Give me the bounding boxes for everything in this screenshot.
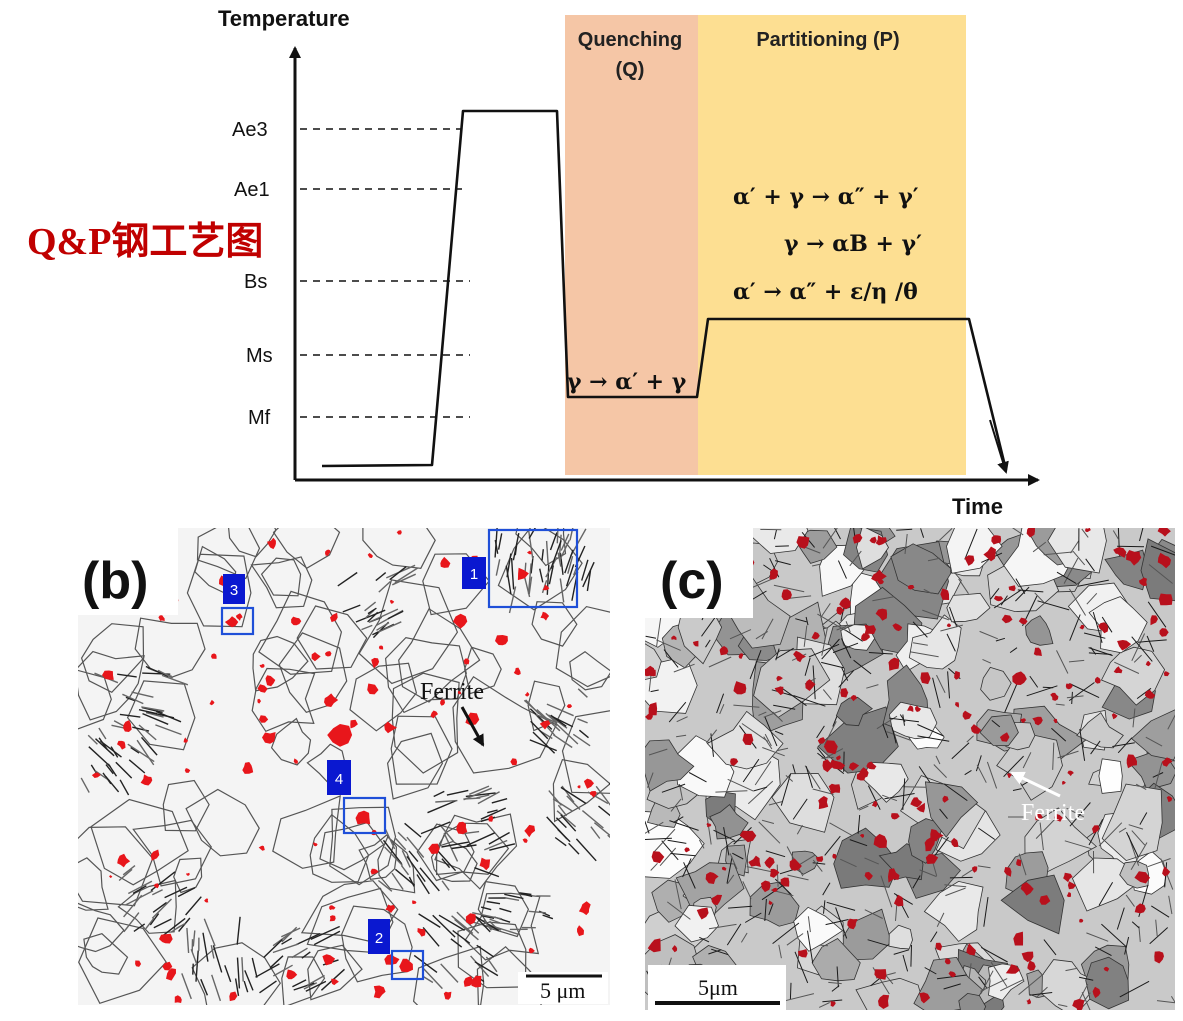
quenching-zone (565, 15, 698, 475)
quench-reaction: γ → α′ + γ (567, 369, 687, 395)
box-tag-2: 2 (375, 930, 383, 947)
level-mf: Mf (248, 407, 271, 429)
level-bs: Bs (244, 271, 267, 293)
box-tag-1: 1 (470, 566, 478, 583)
quenching-label: Quenching (578, 29, 682, 51)
scale-label-c: 5μm (698, 975, 738, 1000)
level-ae3: Ae3 (232, 119, 268, 141)
temperature-profile (321, 109, 1008, 471)
highlight-boxes (220, 528, 579, 981)
box-1 (487, 528, 579, 609)
ferrite-arrow-c (1010, 771, 1061, 798)
partition-reaction-3: α′ → α″ + ε/η /θ (733, 279, 918, 305)
temperature-levels (300, 128, 470, 418)
micrograph-c: (c) Ferrite 5μm (645, 528, 1175, 1010)
panel-b-label: (b) (82, 552, 148, 610)
heat-treatment-diagram: Temperature Time Ae3 Ae1 Bs Ms Mf Quench… (27, 6, 1040, 519)
ferrite-label-c: Ferrite (1021, 800, 1085, 826)
partitioning-label: Partitioning (P) (756, 29, 899, 51)
panel-c-label: (c) (660, 552, 724, 610)
quenching-label-abbr: (Q) (616, 59, 645, 81)
partitioning-zone (698, 15, 966, 475)
x-axis-title: Time (952, 494, 1003, 519)
profile-end-arrow (989, 419, 1009, 474)
box-2 (390, 949, 425, 981)
box-tags: 1 2 3 4 (223, 557, 486, 954)
box-tag-4: 4 (335, 771, 343, 788)
panel-b-label-bg (78, 530, 176, 612)
scale-label-b: 5 μm (540, 978, 585, 1003)
ferrite-arrow-b (460, 706, 485, 747)
partition-reaction-2: γ → αB + γ′ (784, 231, 922, 257)
micrograph-c-texture (645, 528, 1175, 1010)
panel-c-label-bg (645, 528, 753, 618)
box-4 (342, 796, 387, 835)
ferrite-label-b: Ferrite (420, 679, 484, 705)
micrograph-b: (b) 1 2 3 4 Ferrite 5 μm (78, 528, 610, 1005)
partition-reaction-1: α′ + γ → α″ + γ′ (733, 184, 919, 210)
level-ms: Ms (246, 345, 273, 367)
box-3 (220, 606, 255, 636)
y-axis-title: Temperature (218, 6, 350, 31)
box-tag-3: 3 (230, 582, 238, 599)
micrograph-b-texture (78, 528, 610, 1005)
chinese-title: Q&P钢工艺图 (27, 221, 263, 263)
level-ae1: Ae1 (234, 179, 270, 201)
